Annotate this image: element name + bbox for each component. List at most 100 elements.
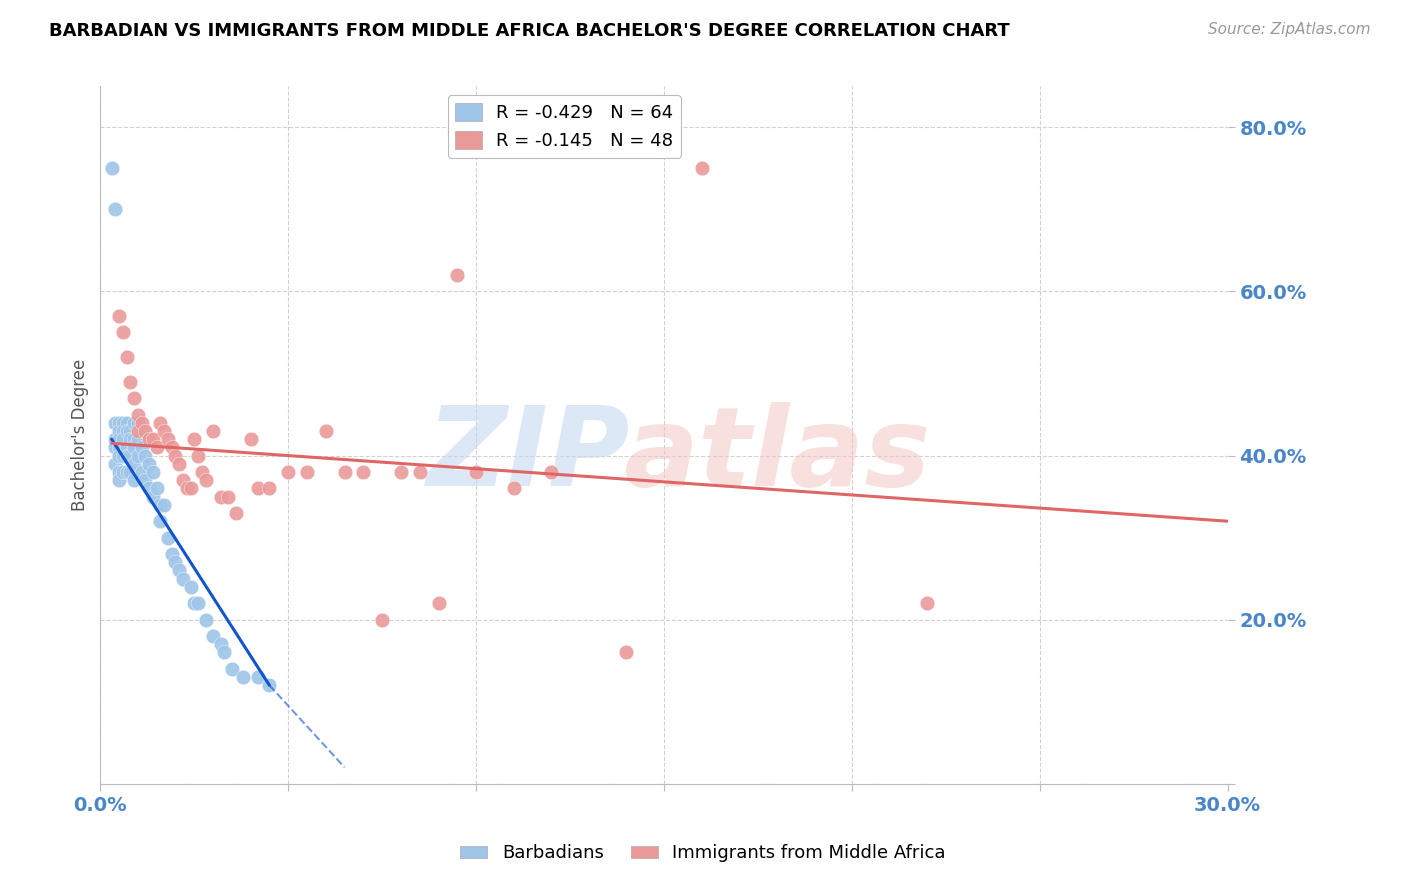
Point	[389, 465, 412, 479]
Point	[120, 449, 142, 463]
Point	[352, 465, 374, 479]
Point	[180, 482, 202, 496]
Point	[115, 449, 138, 463]
Text: ZIP: ZIP	[427, 402, 630, 509]
Point	[138, 432, 160, 446]
Point	[127, 408, 149, 422]
Point	[187, 449, 209, 463]
Point	[131, 416, 153, 430]
Point	[127, 432, 149, 446]
Legend: R = -0.429   N = 64, R = -0.145   N = 48: R = -0.429 N = 64, R = -0.145 N = 48	[447, 95, 681, 158]
Point	[333, 465, 356, 479]
Point	[160, 547, 183, 561]
Legend: Barbadians, Immigrants from Middle Africa: Barbadians, Immigrants from Middle Afric…	[453, 838, 953, 870]
Point	[142, 432, 165, 446]
Point	[465, 465, 488, 479]
Point	[134, 473, 156, 487]
Point	[225, 506, 247, 520]
Point	[160, 441, 183, 455]
Point	[156, 531, 179, 545]
Point	[165, 449, 187, 463]
Point	[165, 555, 187, 569]
Point	[145, 482, 167, 496]
Point	[427, 596, 450, 610]
Point	[127, 449, 149, 463]
Point	[194, 473, 217, 487]
Point	[120, 375, 142, 389]
Point	[690, 161, 713, 176]
Point	[104, 441, 127, 455]
Point	[111, 432, 134, 446]
Point	[122, 391, 145, 405]
Point	[115, 465, 138, 479]
Point	[122, 473, 145, 487]
Point	[145, 441, 167, 455]
Point	[134, 424, 156, 438]
Point	[277, 465, 299, 479]
Point	[104, 432, 127, 446]
Point	[122, 457, 145, 471]
Point	[138, 482, 160, 496]
Point	[156, 432, 179, 446]
Point	[209, 490, 232, 504]
Point	[131, 441, 153, 455]
Point	[122, 416, 145, 430]
Point	[209, 637, 232, 651]
Point	[127, 424, 149, 438]
Point	[131, 424, 153, 438]
Point	[153, 498, 176, 512]
Point	[149, 498, 172, 512]
Point	[111, 449, 134, 463]
Point	[502, 482, 524, 496]
Point	[111, 424, 134, 438]
Point	[153, 424, 176, 438]
Point	[247, 482, 270, 496]
Point	[167, 457, 190, 471]
Y-axis label: Bachelor's Degree: Bachelor's Degree	[72, 359, 89, 511]
Point	[120, 424, 142, 438]
Point	[111, 416, 134, 430]
Point	[108, 473, 131, 487]
Point	[111, 465, 134, 479]
Text: atlas: atlas	[623, 402, 931, 509]
Point	[221, 662, 243, 676]
Point	[232, 670, 254, 684]
Point	[214, 645, 236, 659]
Point	[120, 465, 142, 479]
Point	[217, 490, 239, 504]
Point	[104, 416, 127, 430]
Point	[149, 514, 172, 528]
Text: Source: ZipAtlas.com: Source: ZipAtlas.com	[1208, 22, 1371, 37]
Point	[172, 572, 194, 586]
Point	[115, 416, 138, 430]
Point	[202, 629, 225, 643]
Point	[108, 416, 131, 430]
Point	[149, 416, 172, 430]
Point	[315, 424, 337, 438]
Point	[120, 432, 142, 446]
Point	[616, 645, 638, 659]
Point	[371, 613, 394, 627]
Point	[183, 432, 205, 446]
Point	[540, 465, 562, 479]
Point	[180, 580, 202, 594]
Point	[108, 465, 131, 479]
Point	[239, 432, 262, 446]
Point	[446, 268, 468, 282]
Point	[108, 424, 131, 438]
Point	[115, 424, 138, 438]
Point	[142, 465, 165, 479]
Point	[191, 465, 214, 479]
Point	[142, 490, 165, 504]
Point	[108, 441, 131, 455]
Point	[111, 326, 134, 340]
Point	[134, 449, 156, 463]
Point	[122, 432, 145, 446]
Point	[295, 465, 318, 479]
Text: BARBADIAN VS IMMIGRANTS FROM MIDDLE AFRICA BACHELOR'S DEGREE CORRELATION CHART: BARBADIAN VS IMMIGRANTS FROM MIDDLE AFRI…	[49, 22, 1010, 40]
Point	[172, 473, 194, 487]
Point	[100, 161, 122, 176]
Point	[131, 465, 153, 479]
Point	[138, 457, 160, 471]
Point	[259, 482, 281, 496]
